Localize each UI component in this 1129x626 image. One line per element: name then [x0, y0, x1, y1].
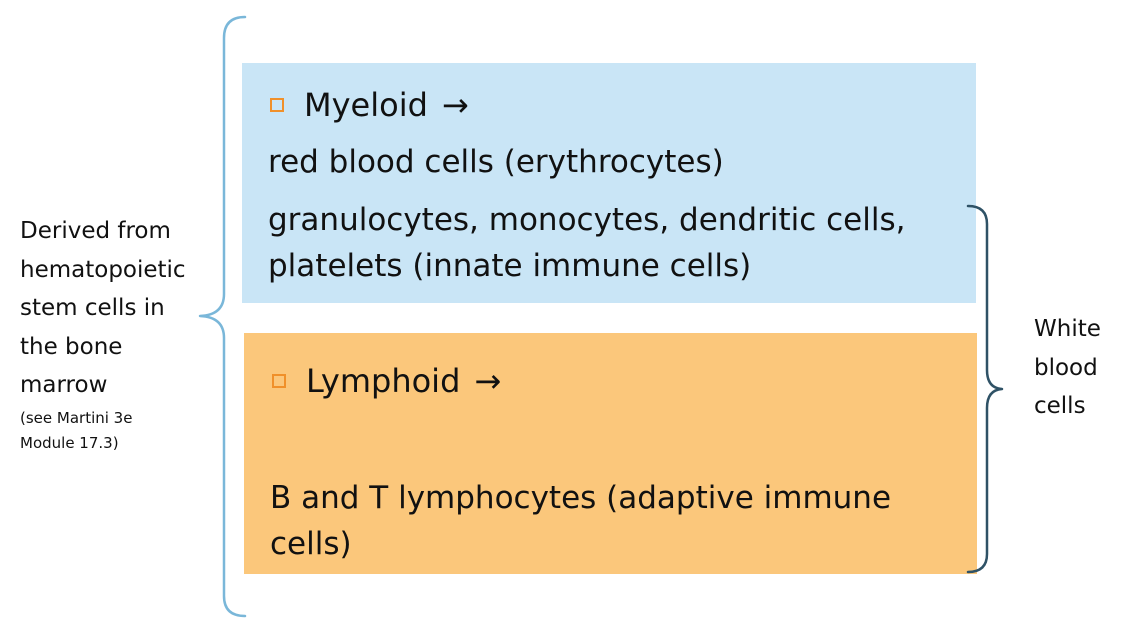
lymphoid-line: B and T lymphocytes (adaptive immune — [270, 480, 892, 516]
right-arrow-icon: → — [474, 362, 502, 400]
left-brace-path — [198, 15, 247, 618]
right-label-line: cells — [1034, 393, 1086, 419]
right-label-line: White — [1034, 316, 1101, 342]
lymphoid-line: cells) — [270, 526, 352, 562]
square-bullet-icon — [270, 98, 284, 112]
left-label-line: stem cells in — [20, 295, 165, 321]
reference-note-line: (see Martini 3e — [20, 409, 133, 427]
myeloid-line: red blood cells (erythrocytes) — [268, 144, 724, 180]
myeloid-heading-text: Myeloid — [304, 86, 428, 124]
left-label-line: hematopoietic — [20, 256, 186, 283]
right-label-line: blood — [1034, 354, 1098, 381]
square-bullet-icon — [272, 374, 286, 388]
reference-note: (see Martini 3e Module 17.3) — [20, 406, 210, 456]
lymphoid-heading-text: Lymphoid — [306, 362, 461, 400]
lymphoid-box: Lymphoid → B and T lymphocytes (adaptive… — [244, 333, 977, 574]
myeloid-heading: Myeloid → — [270, 85, 469, 125]
myeloid-line: granulocytes, monocytes, dendritic cells… — [268, 202, 906, 238]
right-brace — [966, 204, 1004, 574]
stem-cell-origin-label: Derived from hematopoietic stem cells in… — [20, 212, 210, 405]
left-label-line: marrow — [20, 372, 108, 398]
right-arrow-icon: → — [441, 86, 469, 124]
right-brace-path — [966, 204, 1004, 574]
white-blood-cells-label: White blood cells — [1034, 310, 1129, 426]
left-label-line: Derived from — [20, 218, 171, 244]
myeloid-box: Myeloid → red blood cells (erythrocytes)… — [242, 63, 976, 303]
left-label-line: the bone — [20, 333, 123, 360]
left-brace — [198, 15, 247, 618]
lymphoid-heading: Lymphoid → — [272, 361, 501, 401]
myeloid-line: platelets (innate immune cells) — [268, 248, 752, 284]
reference-note-line: Module 17.3) — [20, 434, 119, 452]
